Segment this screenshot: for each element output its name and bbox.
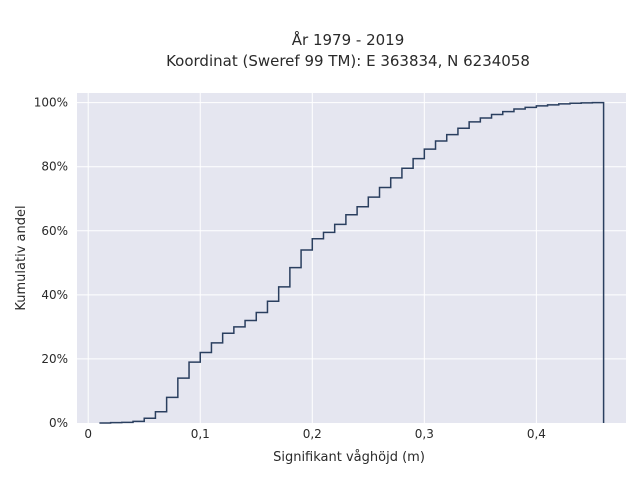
y-tick-label: 40% [41,288,68,302]
y-axis-title: Kumulativ andel [14,205,29,310]
x-axis-ticks: 0 0,1 0,2 0,3 0,4 [84,427,546,441]
grid [77,93,626,423]
x-tick-label: 0,4 [527,427,546,441]
y-axis-ticks: 0% 20% 40% 60% 80% 100% [34,96,68,430]
x-tick-label: 0,2 [303,427,322,441]
y-tick-label: 100% [34,96,68,110]
y-tick-label: 0% [49,416,68,430]
plot-area [77,93,626,423]
y-tick-label: 20% [41,352,68,366]
series-line [99,101,605,424]
x-tick-label: 0,1 [191,427,210,441]
y-tick-label: 80% [41,160,68,174]
x-axis-title: Signifikant våghöjd (m) [273,450,425,465]
chart-title-line1: År 1979 - 2019 [292,30,405,49]
x-tick-label: 0,3 [415,427,434,441]
chart-title-line2: Koordinat (Sweref 99 TM): E 363834, N 62… [166,52,530,70]
x-tick-label: 0 [84,427,92,441]
y-tick-label: 60% [41,224,68,238]
